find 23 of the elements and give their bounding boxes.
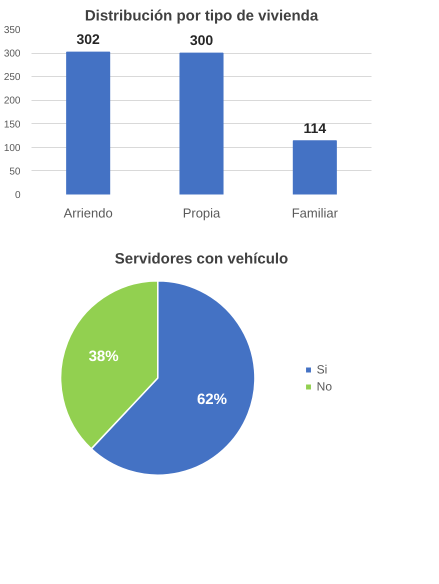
data-label: 300 (190, 32, 214, 48)
y-tick-label: 0 (14, 190, 21, 201)
legend-label: No (316, 379, 333, 393)
y-tick-label: 300 (4, 48, 21, 60)
x-tick-label: Arriendo (64, 206, 113, 220)
data-label: 38% (88, 348, 119, 366)
y-tick-label: 200 (4, 96, 21, 107)
y-tick-label: 250 (4, 72, 21, 84)
y-tick-label: 100 (4, 142, 21, 154)
chart-title: Servidores con vehículo (114, 250, 288, 268)
bar (292, 140, 337, 194)
y-tick-label: 150 (4, 119, 21, 130)
legend-label: Si (316, 362, 328, 376)
bar (179, 52, 224, 194)
y-tick-label: 350 (4, 25, 21, 36)
x-tick-label: Propia (182, 206, 222, 220)
y-tick-label: 50 (9, 166, 21, 178)
chart-title: Distribución por tipo de vivienda (84, 8, 319, 24)
x-tick-label: Familiar (292, 206, 339, 220)
data-label: 302 (76, 31, 100, 48)
bar (66, 52, 110, 194)
data-label: 62% (196, 390, 227, 408)
data-label: 114 (304, 120, 326, 136)
